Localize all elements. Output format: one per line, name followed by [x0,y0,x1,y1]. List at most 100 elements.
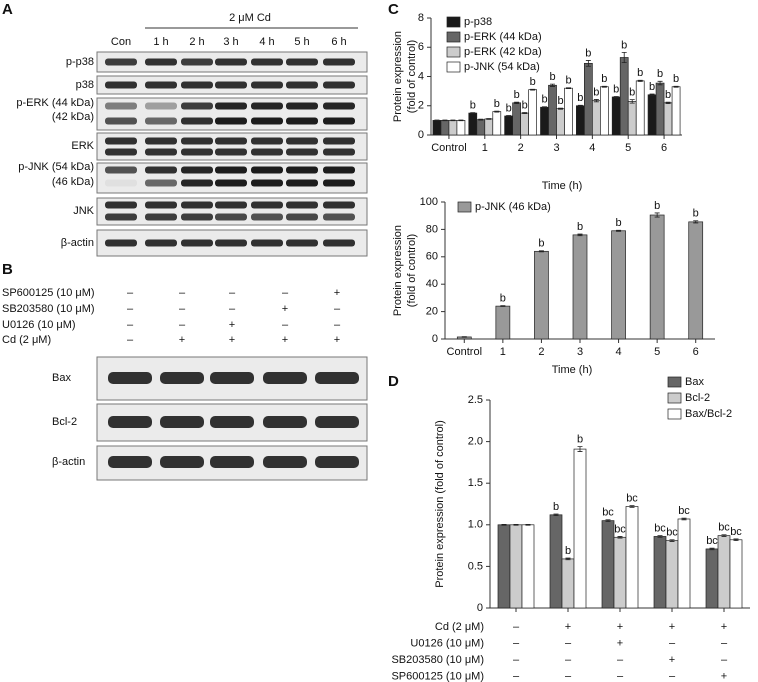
bar [705,548,719,609]
error-bar [693,220,699,224]
legend-label: Bax [685,376,704,388]
band [210,372,254,384]
band [286,117,318,125]
band [181,58,213,66]
significance-label: b [665,89,671,101]
x-axis-label: Time (h) [542,180,583,192]
error-bar [673,85,679,88]
significance-label: b [657,68,663,80]
legend-label: p-ERK (42 kDa) [464,46,542,58]
band [145,58,177,66]
significance-label: bc [718,522,730,534]
treatment-label: Cd (2 μM) [435,621,484,633]
significance-label: b [538,238,544,250]
bar [671,86,681,136]
bar [504,115,513,136]
y-tick-label: 2.5 [468,394,483,406]
bar [492,111,502,136]
lane-label: 2 h [189,36,204,48]
error-bar [657,535,663,538]
significance-label: b [500,293,506,305]
band [323,58,355,66]
band [160,416,204,428]
legend-label: p-JNK (54 kDa) [464,61,540,73]
band [145,117,177,125]
band [181,148,213,156]
band [105,201,137,209]
bar [663,102,673,136]
band [323,81,355,89]
band [323,166,355,174]
y-axis-label: (fold of control) [406,40,418,113]
band [215,213,247,221]
bar [576,105,585,136]
treatment-sign: + [617,621,623,633]
error-bar [506,115,512,117]
band [181,201,213,209]
significance-label: b [637,67,643,79]
band [210,456,254,468]
band [160,372,204,384]
significance-label: b [557,95,563,107]
row-label: (46 kDa) [52,176,94,188]
y-tick-label: 2.0 [468,436,483,448]
bar [528,89,537,136]
treatment-sign: – [513,654,520,666]
band [251,239,283,247]
band [105,58,137,66]
y-axis-label: Protein expression [392,31,404,122]
significance-label: b [577,221,583,233]
error-bar [434,119,440,122]
significance-label: b [601,73,607,85]
significance-label: b [565,75,571,87]
error-bar [553,513,559,517]
error-bar [605,519,611,522]
significance-label: b [553,501,559,513]
bar [497,524,511,609]
bar [611,96,621,136]
y-tick-label: 0.5 [468,560,483,572]
significance-label: bc [654,523,666,535]
error-bar [458,119,464,122]
treatment-sign: – [513,637,520,649]
bar [448,120,458,136]
band [181,81,213,89]
bar [456,120,466,136]
band [286,166,318,174]
bar [561,558,575,609]
band [145,137,177,145]
error-bar [486,118,492,120]
legend-swatch [457,201,472,213]
treatment-sign: – [617,670,624,682]
lane-label: 3 h [223,36,238,48]
error-bar [585,60,591,67]
band [286,213,318,221]
x-tick-label: 5 [654,346,660,358]
error-bar [522,112,528,115]
bar [627,101,637,136]
significance-label: bc [678,505,690,517]
legend-swatch [446,61,461,73]
bar [468,112,478,136]
treatment-label: SB203580 (10 μM) [2,303,95,315]
row-label: p-ERK (44 kDa) [16,97,94,109]
band [145,213,177,221]
treatment-sign: – [617,654,624,666]
x-tick-label: 6 [693,346,699,358]
treatment-sign: + [282,303,288,315]
row-label: p38 [76,79,94,91]
band [286,179,318,187]
band [181,117,213,125]
bar [512,102,521,136]
y-axis-label: Protein expression [392,225,404,316]
band [215,117,247,125]
treatment-sign: + [721,621,727,633]
bar [665,540,679,609]
bar [432,120,442,136]
error-bar [538,250,544,253]
band [315,456,359,468]
treatment-sign: – [282,287,289,299]
bar [717,535,731,609]
y-tick-label: 0 [418,129,424,141]
significance-label: b [654,200,660,212]
